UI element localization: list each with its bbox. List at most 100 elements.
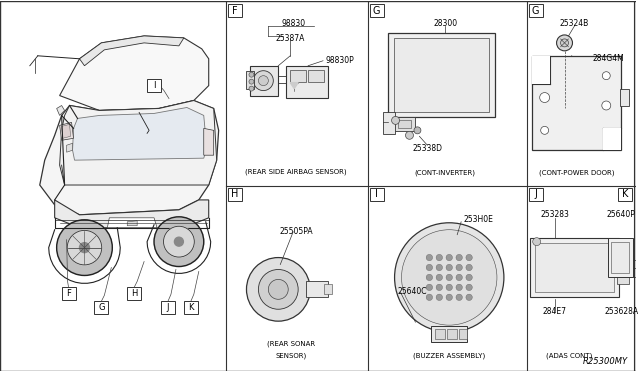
Circle shape (446, 254, 452, 261)
Bar (127, 288, 141, 300)
Circle shape (466, 294, 472, 301)
Circle shape (446, 264, 452, 271)
Circle shape (67, 230, 102, 265)
Text: (CONT-POWER DOOR): (CONT-POWER DOOR) (539, 170, 614, 176)
Bar (534, 243, 614, 292)
Text: G: G (98, 303, 104, 312)
Bar (246, 71, 255, 89)
Bar (290, 70, 306, 81)
Circle shape (532, 238, 541, 246)
Circle shape (541, 126, 548, 134)
Circle shape (446, 274, 452, 280)
Bar (620, 89, 629, 106)
Text: 25324B: 25324B (560, 19, 589, 28)
Bar (228, 4, 241, 17)
Text: (REAR SIDE AIRBAG SENSOR): (REAR SIDE AIRBAG SENSOR) (245, 169, 347, 175)
Circle shape (436, 274, 442, 280)
Circle shape (602, 72, 611, 80)
Circle shape (259, 269, 298, 309)
Text: 98830P: 98830P (326, 56, 355, 65)
Circle shape (406, 131, 413, 139)
Bar (447, 329, 457, 339)
Bar (617, 254, 629, 285)
Circle shape (456, 254, 462, 261)
Polygon shape (74, 224, 81, 232)
Circle shape (540, 93, 550, 103)
Text: G: G (373, 6, 380, 16)
Circle shape (426, 274, 433, 280)
Text: K: K (188, 303, 193, 312)
Text: (BUZZER ASSEMBLY): (BUZZER ASSEMBLY) (413, 353, 485, 359)
Circle shape (561, 39, 568, 47)
Circle shape (436, 284, 442, 291)
Text: 253H0E: 253H0E (463, 215, 493, 224)
Circle shape (246, 257, 310, 321)
Bar (147, 78, 161, 92)
Bar (370, 4, 383, 17)
Circle shape (446, 294, 452, 301)
Circle shape (79, 243, 90, 253)
Bar (529, 188, 543, 201)
Circle shape (401, 230, 497, 325)
Circle shape (466, 254, 472, 261)
Circle shape (466, 274, 472, 280)
Text: 25505PA: 25505PA (280, 227, 313, 236)
Bar (431, 326, 467, 342)
Circle shape (249, 86, 254, 91)
Bar (370, 188, 383, 201)
Polygon shape (127, 221, 137, 226)
Circle shape (466, 264, 472, 271)
Polygon shape (290, 83, 298, 89)
Bar (161, 301, 175, 314)
Polygon shape (54, 200, 209, 228)
Text: I: I (375, 189, 378, 199)
Circle shape (392, 116, 399, 124)
Bar (61, 288, 76, 300)
Bar (532, 56, 621, 150)
Bar (324, 285, 332, 294)
Bar (184, 301, 198, 314)
Text: 284E7: 284E7 (543, 307, 566, 316)
Circle shape (426, 264, 433, 271)
Polygon shape (60, 122, 74, 140)
Bar (306, 281, 328, 297)
Circle shape (436, 294, 442, 301)
Circle shape (466, 284, 472, 291)
Circle shape (436, 264, 442, 271)
Text: F: F (232, 6, 237, 16)
Text: K: K (622, 189, 628, 199)
Bar (383, 112, 395, 134)
Bar (286, 66, 328, 97)
Circle shape (557, 35, 572, 51)
Circle shape (456, 284, 462, 291)
Polygon shape (108, 218, 157, 228)
Circle shape (426, 254, 433, 261)
Bar (529, 4, 543, 17)
Polygon shape (72, 108, 207, 160)
Text: H: H (131, 289, 138, 298)
Text: J: J (534, 189, 537, 199)
Text: 98830: 98830 (281, 19, 305, 28)
Polygon shape (67, 143, 72, 152)
Circle shape (175, 237, 184, 246)
Bar (608, 238, 633, 278)
Bar (397, 121, 412, 128)
Text: G: G (532, 6, 540, 16)
Circle shape (249, 79, 254, 84)
Circle shape (456, 264, 462, 271)
Bar (459, 329, 467, 339)
Text: 25640C: 25640C (397, 287, 427, 296)
Text: (ADAS CONT): (ADAS CONT) (547, 353, 593, 359)
Text: 25338D: 25338D (412, 144, 442, 153)
Text: I: I (153, 81, 156, 90)
Text: 25640P: 25640P (607, 210, 636, 219)
Circle shape (163, 226, 195, 257)
Bar (228, 188, 241, 201)
Text: 253283: 253283 (540, 210, 569, 219)
Text: SENSOR): SENSOR) (276, 353, 307, 359)
Text: H: H (231, 189, 238, 199)
Text: 25387A: 25387A (276, 34, 305, 44)
Polygon shape (61, 124, 70, 138)
Bar (388, 33, 495, 118)
Circle shape (414, 127, 421, 134)
